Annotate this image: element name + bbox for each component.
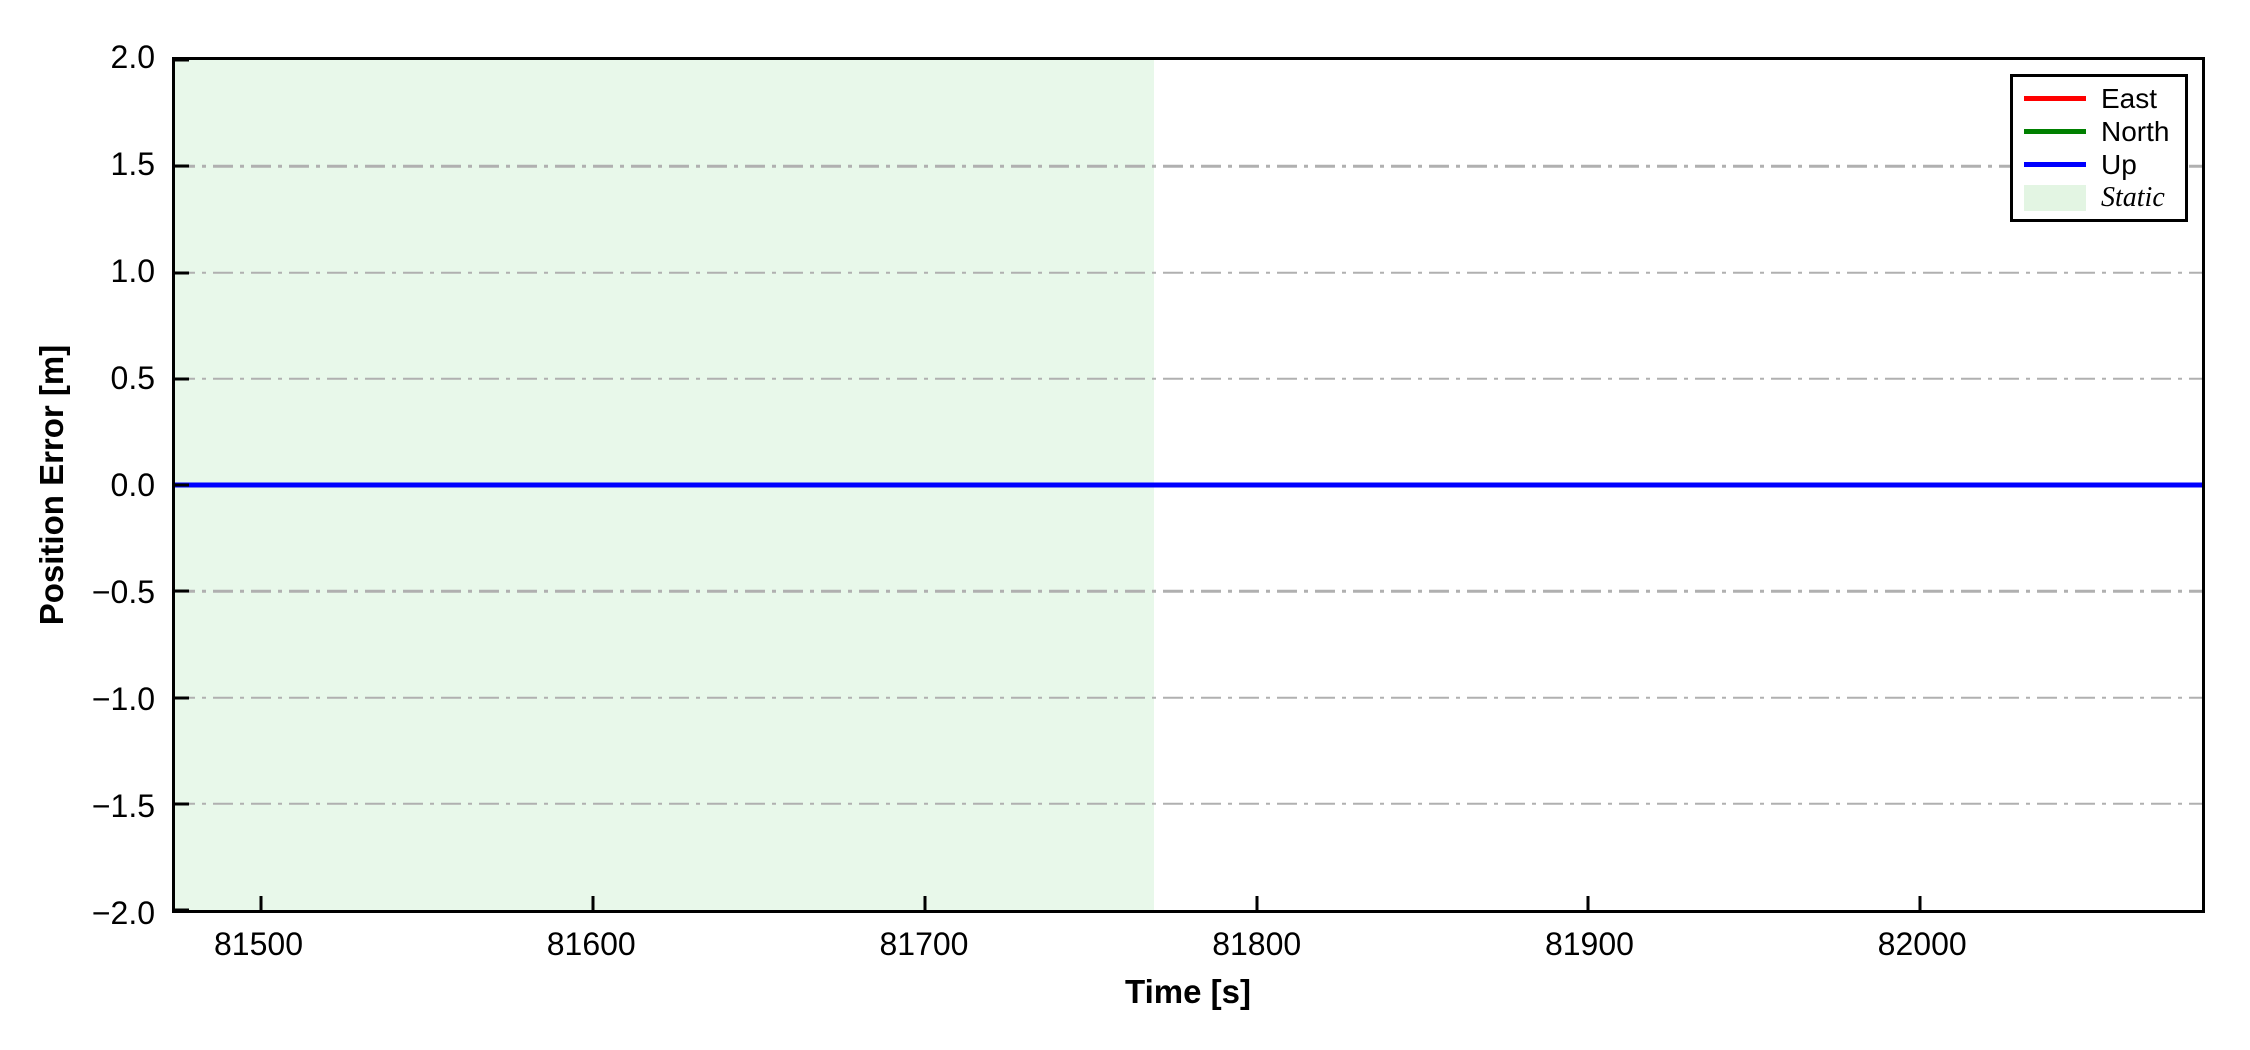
x-tick-mark — [1918, 896, 1922, 910]
series-lines — [175, 60, 2202, 910]
y-tick-mark — [175, 696, 189, 699]
x-tick-mark — [923, 896, 927, 910]
plot-area: East North Up Static — [172, 57, 2205, 913]
legend-label: East — [2101, 82, 2158, 114]
y-tick-label: −2.0 — [91, 895, 155, 931]
y-tick-labels: 2.0 1.5 1.0 0.5 0.0 −0.5 −1.0 −1.5 −2.0 — [0, 41, 155, 929]
y-tick-label: 1.0 — [110, 253, 155, 289]
y-tick-mark — [175, 483, 189, 487]
y-gridline — [175, 165, 2202, 168]
x-tick-label: 81900 — [1544, 926, 1634, 962]
legend-line-swatch — [2024, 96, 2086, 101]
y-tick-label: 1.5 — [110, 146, 155, 182]
legend-patch-swatch — [2024, 184, 2086, 211]
x-axis-label: Time [s] — [1125, 973, 1251, 1010]
legend-item-static: Static — [2013, 181, 2185, 214]
y-tick-label: 0.5 — [110, 360, 155, 396]
x-tick-label: 82000 — [1877, 926, 1967, 962]
y-tick-label: −0.5 — [91, 574, 155, 610]
y-tick-label: −1.5 — [91, 788, 155, 824]
y-tick-mark — [175, 164, 189, 168]
x-tick-mark — [1586, 896, 1590, 910]
y-tick-mark — [175, 802, 189, 806]
y-gridline — [175, 377, 2202, 380]
legend-label: Up — [2101, 148, 2137, 180]
legend-label: North — [2101, 115, 2170, 147]
y-tick-mark — [175, 271, 189, 274]
y-tick-label: −1.0 — [91, 681, 155, 717]
y-gridline — [175, 696, 2202, 699]
legend-item-up: Up — [2013, 148, 2185, 181]
legend-item-north: North — [2013, 115, 2185, 148]
legend-line-swatch — [2024, 162, 2086, 167]
y-tick-mark — [175, 60, 189, 62]
legend: East North Up Static — [2010, 74, 2188, 222]
x-tick-mark — [591, 896, 595, 910]
y-gridline — [175, 271, 2202, 274]
y-tick-label: 0.0 — [110, 467, 155, 503]
x-tick-mark — [259, 896, 263, 910]
y-tick-label: 2.0 — [110, 39, 155, 75]
x-tick-label: 81700 — [879, 926, 969, 962]
y-tick-mark — [175, 589, 189, 593]
x-tick-mark — [1255, 896, 1258, 910]
legend-line-swatch — [2024, 129, 2086, 134]
y-tick-mark — [175, 908, 189, 910]
x-tick-labels: 81500 81600 81700 81800 81900 82000 — [172, 916, 2205, 966]
x-tick-label: 81500 — [214, 926, 303, 962]
x-tick-label: 81800 — [1212, 926, 1302, 962]
ticks-layer — [175, 60, 2202, 910]
y-gridline — [175, 590, 2202, 593]
x-tick-label: 81600 — [546, 926, 636, 962]
y-tick-mark — [175, 377, 189, 381]
legend-label: Static — [2101, 181, 2165, 213]
y-gridline — [175, 802, 2202, 805]
legend-item-east: East — [2013, 82, 2185, 115]
